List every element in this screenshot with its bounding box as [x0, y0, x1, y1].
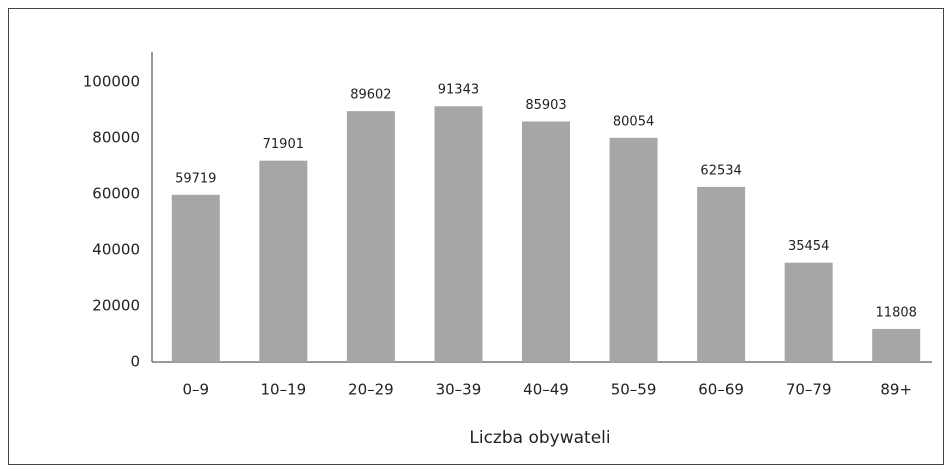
value-label: 91343 — [438, 83, 479, 98]
bar — [346, 111, 395, 362]
bar — [259, 160, 308, 362]
y-tick-label: 40000 — [92, 241, 140, 259]
x-tick-label: 50–59 — [611, 381, 657, 399]
x-tick-label: 10–19 — [260, 381, 306, 399]
y-tick-label: 100000 — [83, 73, 140, 91]
bar — [697, 186, 746, 362]
bar — [872, 328, 921, 362]
value-label: 62534 — [700, 163, 741, 178]
bar — [522, 121, 570, 362]
value-label: 80054 — [613, 114, 654, 129]
y-tick-label: 80000 — [92, 129, 140, 147]
y-tick-label: 60000 — [92, 185, 140, 203]
value-label: 59719 — [175, 171, 216, 186]
x-tick-label: 20–29 — [348, 381, 394, 399]
bar — [609, 137, 658, 362]
x-axis-title: Liczba obywateli — [469, 428, 610, 448]
value-label: 11808 — [876, 305, 917, 320]
y-tick-label: 20000 — [92, 297, 140, 315]
bar — [171, 194, 220, 362]
x-tick-label: 89+ — [880, 381, 912, 399]
x-tick-label: 60–69 — [698, 381, 744, 399]
value-label: 85903 — [525, 98, 566, 113]
y-tick-label: 0 — [130, 353, 140, 371]
value-label: 35454 — [788, 239, 829, 254]
bar — [434, 106, 483, 363]
x-tick-label: 70–79 — [786, 381, 832, 399]
value-label: 89602 — [350, 88, 391, 103]
bar — [784, 262, 833, 362]
x-tick-label: 30–39 — [436, 381, 482, 399]
x-tick-label: 40–49 — [523, 381, 569, 399]
x-tick-label: 0–9 — [182, 381, 209, 399]
value-label: 71901 — [263, 137, 304, 152]
frame — [8, 8, 944, 465]
